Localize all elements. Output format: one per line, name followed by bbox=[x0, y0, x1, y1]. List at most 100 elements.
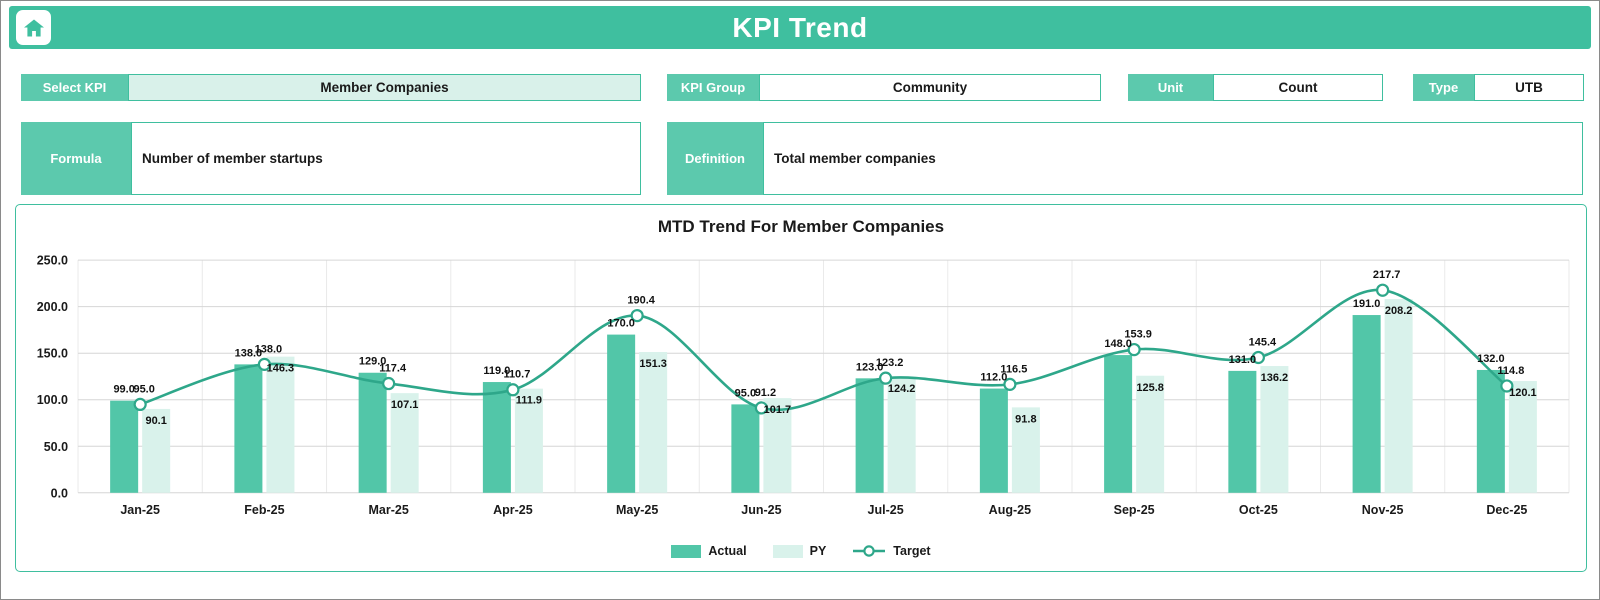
page-title: KPI Trend bbox=[732, 11, 868, 43]
bar-py bbox=[266, 356, 295, 493]
bar-actual bbox=[855, 378, 884, 493]
kpi-group-value: Community bbox=[759, 74, 1101, 101]
bar-actual bbox=[110, 400, 139, 493]
type-value: UTB bbox=[1474, 74, 1584, 101]
y-axis-tick-label: 150.0 bbox=[37, 347, 68, 361]
py-data-label: 146.3 bbox=[267, 363, 295, 375]
target-marker bbox=[257, 357, 272, 371]
actual-data-label: 112.0 bbox=[980, 372, 1007, 384]
x-axis-label: Nov-25 bbox=[1362, 503, 1404, 517]
target-data-label: 91.2 bbox=[755, 387, 776, 399]
bar-py bbox=[887, 377, 916, 493]
actual-data-label: 95.0 bbox=[735, 387, 756, 399]
legend-label: PY bbox=[809, 544, 827, 558]
x-axis-label: May-25 bbox=[616, 503, 658, 517]
target-data-label: 116.5 bbox=[1000, 363, 1027, 375]
bar-actual bbox=[234, 364, 263, 493]
home-button[interactable] bbox=[16, 10, 51, 45]
bar-actual bbox=[731, 404, 760, 493]
bar-actual bbox=[1352, 315, 1381, 493]
x-axis-label: Dec-25 bbox=[1486, 503, 1527, 517]
bar-py bbox=[514, 388, 543, 493]
definition-value: Total member companies bbox=[763, 122, 1583, 195]
formula-label: Formula bbox=[21, 122, 131, 195]
target-marker bbox=[1003, 377, 1017, 391]
y-axis-tick-label: 0.0 bbox=[51, 486, 68, 500]
target-marker bbox=[879, 371, 893, 385]
home-icon bbox=[23, 19, 44, 36]
py-data-label: 124.2 bbox=[888, 383, 916, 395]
target-data-label: 123.2 bbox=[876, 357, 904, 369]
select-kpi-value[interactable]: Member Companies bbox=[128, 74, 641, 101]
x-axis-label: Feb-25 bbox=[244, 503, 284, 517]
bar-actual bbox=[482, 382, 511, 493]
y-axis-tick-label: 250.0 bbox=[37, 254, 68, 268]
x-axis-label: Sep-25 bbox=[1114, 503, 1155, 517]
select-kpi-label: Select KPI bbox=[21, 74, 128, 101]
x-axis-label: Jun-25 bbox=[741, 503, 781, 517]
bar-py bbox=[390, 393, 419, 493]
unit-label: Unit bbox=[1128, 74, 1213, 101]
kpi-group-label: KPI Group bbox=[667, 74, 759, 101]
legend-swatch-py bbox=[772, 544, 803, 558]
actual-data-label: 99.0 bbox=[113, 384, 134, 396]
actual-data-label: 119.0 bbox=[483, 365, 510, 377]
bar-py bbox=[1508, 381, 1537, 493]
unit-value: Count bbox=[1213, 74, 1383, 101]
actual-data-label: 123.0 bbox=[856, 361, 884, 373]
bar-py bbox=[1136, 375, 1165, 493]
target-data-label: 190.4 bbox=[627, 295, 655, 307]
py-data-label: 125.8 bbox=[1136, 382, 1164, 394]
definition-label: Definition bbox=[667, 122, 763, 195]
py-data-label: 120.1 bbox=[1509, 387, 1537, 399]
x-axis-label: Mar-25 bbox=[368, 503, 408, 517]
x-axis-label: Jan-25 bbox=[120, 503, 160, 517]
target-marker bbox=[1500, 379, 1514, 393]
target-data-label: 117.4 bbox=[379, 362, 407, 374]
bar-py bbox=[1011, 407, 1040, 493]
py-data-label: 111.9 bbox=[516, 395, 542, 407]
legend-swatch-actual bbox=[671, 544, 702, 558]
actual-data-label: 132.0 bbox=[1477, 353, 1505, 365]
y-axis-tick-label: 50.0 bbox=[44, 440, 68, 454]
py-data-label: 151.3 bbox=[639, 358, 667, 370]
target-marker bbox=[630, 308, 644, 323]
bar-py bbox=[1260, 366, 1289, 493]
legend-item-actual: Actual bbox=[671, 544, 747, 558]
actual-data-label: 148.0 bbox=[1104, 338, 1132, 350]
target-data-label: 110.7 bbox=[503, 369, 530, 381]
legend-line-marker bbox=[853, 545, 886, 557]
y-axis-tick-label: 200.0 bbox=[37, 300, 68, 314]
target-data-label: 114.8 bbox=[1497, 365, 1524, 377]
target-marker bbox=[506, 383, 520, 397]
target-data-label: 95.0 bbox=[133, 383, 154, 395]
py-data-label: 91.8 bbox=[1015, 413, 1036, 425]
py-data-label: 101.7 bbox=[764, 404, 792, 416]
bar-actual bbox=[979, 388, 1008, 493]
bar-actual bbox=[1104, 355, 1133, 493]
bar-actual bbox=[1476, 369, 1505, 493]
bar-actual bbox=[1228, 370, 1257, 493]
target-data-label: 138.0 bbox=[255, 343, 283, 355]
target-data-label: 217.7 bbox=[1373, 269, 1401, 281]
chart-panel: 0.0 50.0 100.0 150.0 200.0 250.0 Jan-25 Feb-25 M… bbox=[15, 204, 1587, 572]
bar-actual bbox=[607, 334, 636, 493]
target-data-label: 153.9 bbox=[1124, 329, 1152, 341]
actual-data-label: 191.0 bbox=[1353, 298, 1381, 310]
actual-data-label: 129.0 bbox=[359, 356, 387, 368]
target-marker bbox=[382, 376, 396, 391]
x-axis-label: Oct-25 bbox=[1239, 503, 1278, 517]
target-data-label: 145.4 bbox=[1249, 336, 1277, 348]
py-data-label: 107.1 bbox=[391, 399, 419, 411]
legend-item-py: PY bbox=[772, 544, 827, 558]
formula-value: Number of member startups bbox=[131, 122, 641, 195]
bar-py bbox=[639, 351, 668, 493]
bar-actual bbox=[358, 372, 387, 493]
legend-label: Actual bbox=[708, 544, 747, 558]
bar-py bbox=[1384, 299, 1413, 493]
x-axis-label: Aug-25 bbox=[989, 503, 1031, 517]
legend-label: Target bbox=[893, 544, 931, 558]
kpi-trend-chart: 0.0 50.0 100.0 150.0 200.0 250.0 Jan-25 Feb-25 M… bbox=[37, 254, 1570, 517]
legend-item-target: Target bbox=[852, 544, 931, 558]
